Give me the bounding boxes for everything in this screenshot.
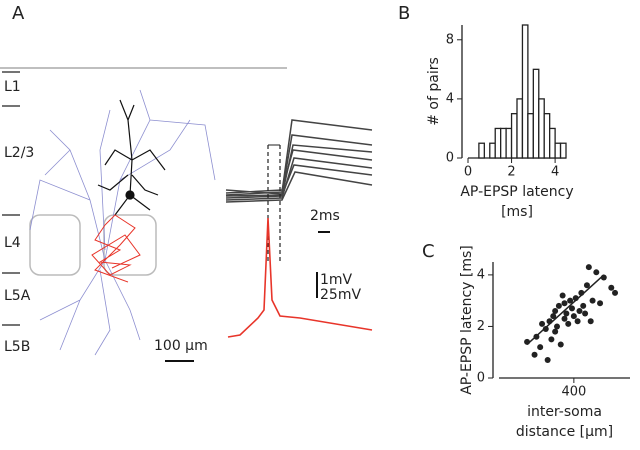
x-tick-label: 0 (464, 165, 472, 180)
fit-line (526, 274, 605, 346)
action-potential (227, 217, 373, 338)
bar (538, 98, 545, 159)
x-tick-label: 4 (551, 165, 559, 180)
point (552, 328, 559, 335)
point (561, 300, 568, 307)
presynaptic-dendrites (29, 89, 216, 356)
bar (516, 98, 524, 159)
y-tick-label: 4 (477, 267, 485, 282)
bar (532, 68, 540, 159)
bar (543, 113, 551, 159)
point (548, 336, 555, 343)
point (563, 310, 570, 317)
x-axis-label: AP-EPSP latency (460, 184, 573, 200)
y-tick-label: 8 (446, 32, 454, 47)
layer-label: L5A (4, 288, 31, 304)
point (576, 307, 583, 314)
point (612, 289, 619, 296)
scale-label: 100 µm (154, 338, 208, 354)
bar (554, 142, 562, 159)
y-tick-label: 4 (446, 91, 454, 106)
point (537, 344, 544, 351)
point (552, 307, 559, 314)
layer-label: L2/3 (4, 145, 34, 161)
point (555, 302, 562, 309)
y-tick-label: 0 (446, 151, 454, 166)
bar (500, 127, 507, 159)
point (544, 356, 551, 363)
bar (510, 113, 518, 159)
layer-label: L5B (4, 339, 30, 355)
x-axis-label: distance [µm] (516, 424, 613, 440)
scale-label: 1mV (320, 272, 353, 288)
point (570, 313, 577, 320)
scale-label: 25mV (320, 287, 361, 303)
point (585, 264, 592, 271)
y-axis-label: # of pairs (426, 57, 442, 126)
point (542, 326, 549, 333)
scale-label: 2ms (310, 208, 340, 224)
barrels (29, 214, 157, 276)
panel-label: C (422, 241, 435, 262)
point (568, 305, 575, 312)
point (561, 315, 568, 322)
epsp-traces (225, 119, 373, 203)
panel-label: A (12, 3, 25, 24)
point (554, 323, 561, 330)
point (565, 320, 572, 327)
bar (505, 127, 513, 159)
point (583, 282, 590, 289)
y-tick-label: 2 (477, 319, 485, 334)
point (567, 297, 574, 304)
layer-label: L1 (4, 79, 21, 95)
layer-borders (2, 71, 20, 326)
bar (478, 142, 485, 159)
x-tick-label: 2 (507, 165, 515, 180)
y-tick-label: 0 (477, 371, 485, 386)
point (593, 269, 600, 276)
latency-markers (267, 145, 281, 262)
point (580, 302, 587, 309)
bar (494, 127, 502, 159)
point (531, 351, 538, 358)
postsynaptic-neuron (97, 99, 166, 216)
bar (549, 127, 556, 159)
x-axis-label: inter-soma (527, 404, 602, 420)
layer-label: L4 (4, 235, 21, 251)
bar (559, 142, 567, 159)
bar (521, 24, 529, 159)
bar (489, 142, 496, 159)
point (587, 318, 594, 325)
bar (527, 113, 534, 159)
x-tick-label: 400 (561, 385, 586, 400)
point (597, 300, 604, 307)
point (557, 341, 564, 348)
point (550, 313, 557, 320)
point (539, 320, 546, 327)
point (559, 292, 566, 299)
point (589, 297, 596, 304)
axon (91, 214, 141, 283)
panel-label: B (398, 3, 410, 24)
point (608, 284, 615, 291)
point (582, 310, 589, 317)
y-axis-label: AP-EPSP latency [ms] (459, 245, 475, 395)
point (574, 318, 581, 325)
x-axis-label: [ms] (501, 204, 533, 220)
